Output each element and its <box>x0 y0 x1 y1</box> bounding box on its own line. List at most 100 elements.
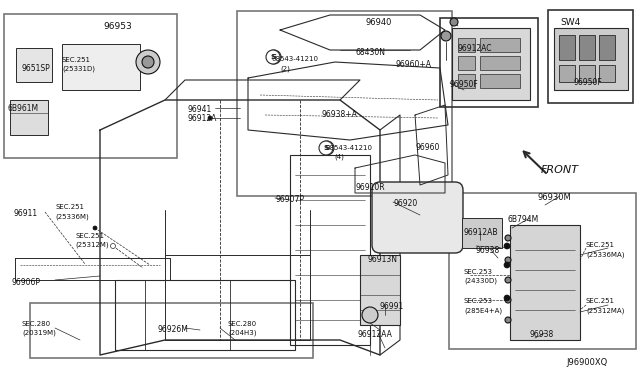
Bar <box>440 18 538 107</box>
Text: SEC.280: SEC.280 <box>228 321 257 327</box>
Circle shape <box>208 116 212 120</box>
Bar <box>458 38 475 52</box>
Bar <box>30 303 313 358</box>
Bar <box>599 65 615 82</box>
Bar <box>548 10 633 103</box>
Text: 96938: 96938 <box>476 246 500 255</box>
Circle shape <box>266 50 280 64</box>
Bar <box>62 44 140 90</box>
Text: 96991: 96991 <box>380 302 404 311</box>
Text: 96953: 96953 <box>103 22 132 31</box>
Text: SEC.280: SEC.280 <box>22 321 51 327</box>
Circle shape <box>504 243 510 249</box>
Text: 96912A: 96912A <box>187 114 216 123</box>
Text: 96912AA: 96912AA <box>358 330 393 339</box>
Text: 96910R: 96910R <box>356 183 386 192</box>
Text: 96960: 96960 <box>415 143 440 152</box>
Text: SEC.251: SEC.251 <box>586 298 615 304</box>
Circle shape <box>111 244 115 248</box>
Text: 96960+A: 96960+A <box>395 60 431 69</box>
Circle shape <box>267 50 281 64</box>
Bar <box>559 35 575 60</box>
Circle shape <box>505 317 511 323</box>
Bar <box>510 225 580 340</box>
Text: 96926M: 96926M <box>158 325 189 334</box>
Text: (20319M): (20319M) <box>22 330 56 337</box>
Text: 96940: 96940 <box>365 18 392 27</box>
Text: 08543-41210: 08543-41210 <box>325 145 372 151</box>
Text: 96941: 96941 <box>187 105 211 114</box>
Bar <box>165 255 310 340</box>
Bar <box>452 28 530 100</box>
Circle shape <box>142 56 154 68</box>
Text: 96930M: 96930M <box>537 193 571 202</box>
Circle shape <box>320 141 334 155</box>
Circle shape <box>136 50 160 74</box>
Bar <box>115 280 295 350</box>
Circle shape <box>505 277 511 283</box>
Text: 96907P: 96907P <box>275 195 304 204</box>
Bar <box>449 193 636 349</box>
Bar <box>4 14 177 158</box>
Text: SEC.253: SEC.253 <box>464 269 493 275</box>
Text: 96920: 96920 <box>393 199 417 208</box>
Text: SEC.251: SEC.251 <box>62 57 91 63</box>
Bar <box>554 28 628 90</box>
Bar <box>462 218 502 248</box>
Circle shape <box>505 297 511 303</box>
Circle shape <box>362 307 378 323</box>
Circle shape <box>505 257 511 263</box>
Text: SEC.251: SEC.251 <box>586 242 615 248</box>
Text: 96938+A: 96938+A <box>322 110 358 119</box>
Text: S: S <box>324 145 330 151</box>
Text: 96912AB: 96912AB <box>464 228 499 237</box>
Text: 08543-41210: 08543-41210 <box>272 56 319 62</box>
Text: 68430N: 68430N <box>355 48 385 57</box>
Text: 96938: 96938 <box>530 330 554 339</box>
Text: FRONT: FRONT <box>541 165 579 175</box>
Text: (285E4+A): (285E4+A) <box>464 307 502 314</box>
Text: 96950F: 96950F <box>574 78 603 87</box>
Circle shape <box>504 262 510 268</box>
Circle shape <box>505 235 511 241</box>
Bar <box>10 100 48 135</box>
Text: (25336MA): (25336MA) <box>586 251 625 257</box>
Text: 96913N: 96913N <box>367 255 397 264</box>
Text: (25331D): (25331D) <box>62 66 95 73</box>
Circle shape <box>319 141 333 155</box>
Text: 6B961M: 6B961M <box>8 104 39 113</box>
Text: 96906P: 96906P <box>12 278 41 287</box>
Bar <box>480 38 520 52</box>
Bar <box>480 74 520 88</box>
Text: 96912AC: 96912AC <box>457 44 492 53</box>
Bar <box>599 35 615 60</box>
Text: SW4: SW4 <box>560 18 580 27</box>
Text: SEC.253: SEC.253 <box>464 298 493 304</box>
Text: 9651SP: 9651SP <box>22 64 51 73</box>
Text: 96911: 96911 <box>14 209 38 218</box>
Bar <box>579 65 595 82</box>
Text: 96950F: 96950F <box>449 80 477 89</box>
Text: (25312MA): (25312MA) <box>586 307 625 314</box>
Bar <box>360 255 400 325</box>
Bar <box>16 48 52 82</box>
Text: S: S <box>271 54 276 60</box>
Text: 6B794M: 6B794M <box>508 215 540 224</box>
Text: SEC.251: SEC.251 <box>55 204 84 210</box>
Text: (24330D): (24330D) <box>464 278 497 285</box>
FancyBboxPatch shape <box>372 182 463 253</box>
Text: (4): (4) <box>334 154 344 160</box>
Text: (25336M): (25336M) <box>55 213 89 219</box>
Text: (25312M): (25312M) <box>75 242 109 248</box>
Circle shape <box>450 18 458 26</box>
Text: S: S <box>271 54 275 60</box>
Bar <box>579 35 595 60</box>
Bar <box>458 56 475 70</box>
Text: (2): (2) <box>280 65 290 71</box>
Bar <box>480 56 520 70</box>
Bar <box>237 11 452 196</box>
Text: SEC.251: SEC.251 <box>75 233 104 239</box>
Bar <box>559 65 575 82</box>
Bar <box>290 155 370 345</box>
Circle shape <box>504 295 510 301</box>
